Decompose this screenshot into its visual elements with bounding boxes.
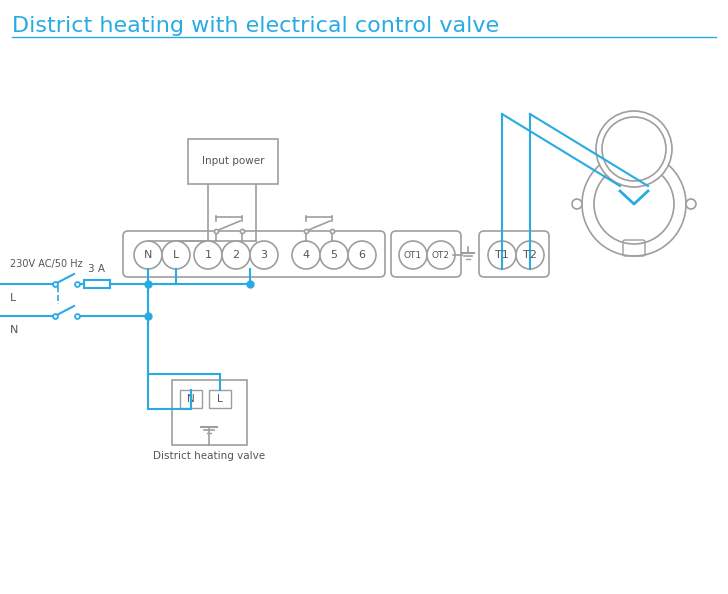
Text: OT2: OT2 (432, 251, 450, 260)
Text: District heating with electrical control valve: District heating with electrical control… (12, 16, 499, 36)
Circle shape (348, 241, 376, 269)
Circle shape (488, 241, 516, 269)
Text: 6: 6 (358, 250, 365, 260)
Circle shape (134, 241, 162, 269)
Circle shape (162, 241, 190, 269)
Text: 4: 4 (302, 250, 309, 260)
Text: L: L (217, 394, 223, 404)
Text: nest: nest (622, 171, 645, 181)
Circle shape (596, 111, 672, 187)
Text: N: N (10, 325, 18, 335)
Text: 12 V: 12 V (620, 197, 648, 210)
Circle shape (399, 241, 427, 269)
Circle shape (222, 241, 250, 269)
Circle shape (572, 199, 582, 209)
Text: nest: nest (624, 140, 644, 148)
Text: 5: 5 (331, 250, 338, 260)
Text: N: N (144, 250, 152, 260)
Text: 1: 1 (205, 250, 212, 260)
Text: L: L (173, 250, 179, 260)
Circle shape (582, 152, 686, 256)
Circle shape (194, 241, 222, 269)
Text: District heating valve: District heating valve (154, 451, 266, 461)
Text: L: L (10, 293, 16, 303)
Text: 2: 2 (232, 250, 240, 260)
Circle shape (686, 199, 696, 209)
Circle shape (292, 241, 320, 269)
Circle shape (602, 117, 666, 181)
Circle shape (516, 241, 544, 269)
Circle shape (594, 164, 674, 244)
Text: T1: T1 (495, 250, 509, 260)
Text: 230V AC/50 Hz: 230V AC/50 Hz (10, 259, 82, 269)
Circle shape (320, 241, 348, 269)
Text: Input power: Input power (202, 156, 264, 166)
Text: 3 A: 3 A (89, 264, 106, 274)
Text: N: N (187, 394, 195, 404)
Text: OT1: OT1 (404, 251, 422, 260)
Text: T2: T2 (523, 250, 537, 260)
Circle shape (250, 241, 278, 269)
Text: 3: 3 (261, 250, 267, 260)
Circle shape (427, 241, 455, 269)
